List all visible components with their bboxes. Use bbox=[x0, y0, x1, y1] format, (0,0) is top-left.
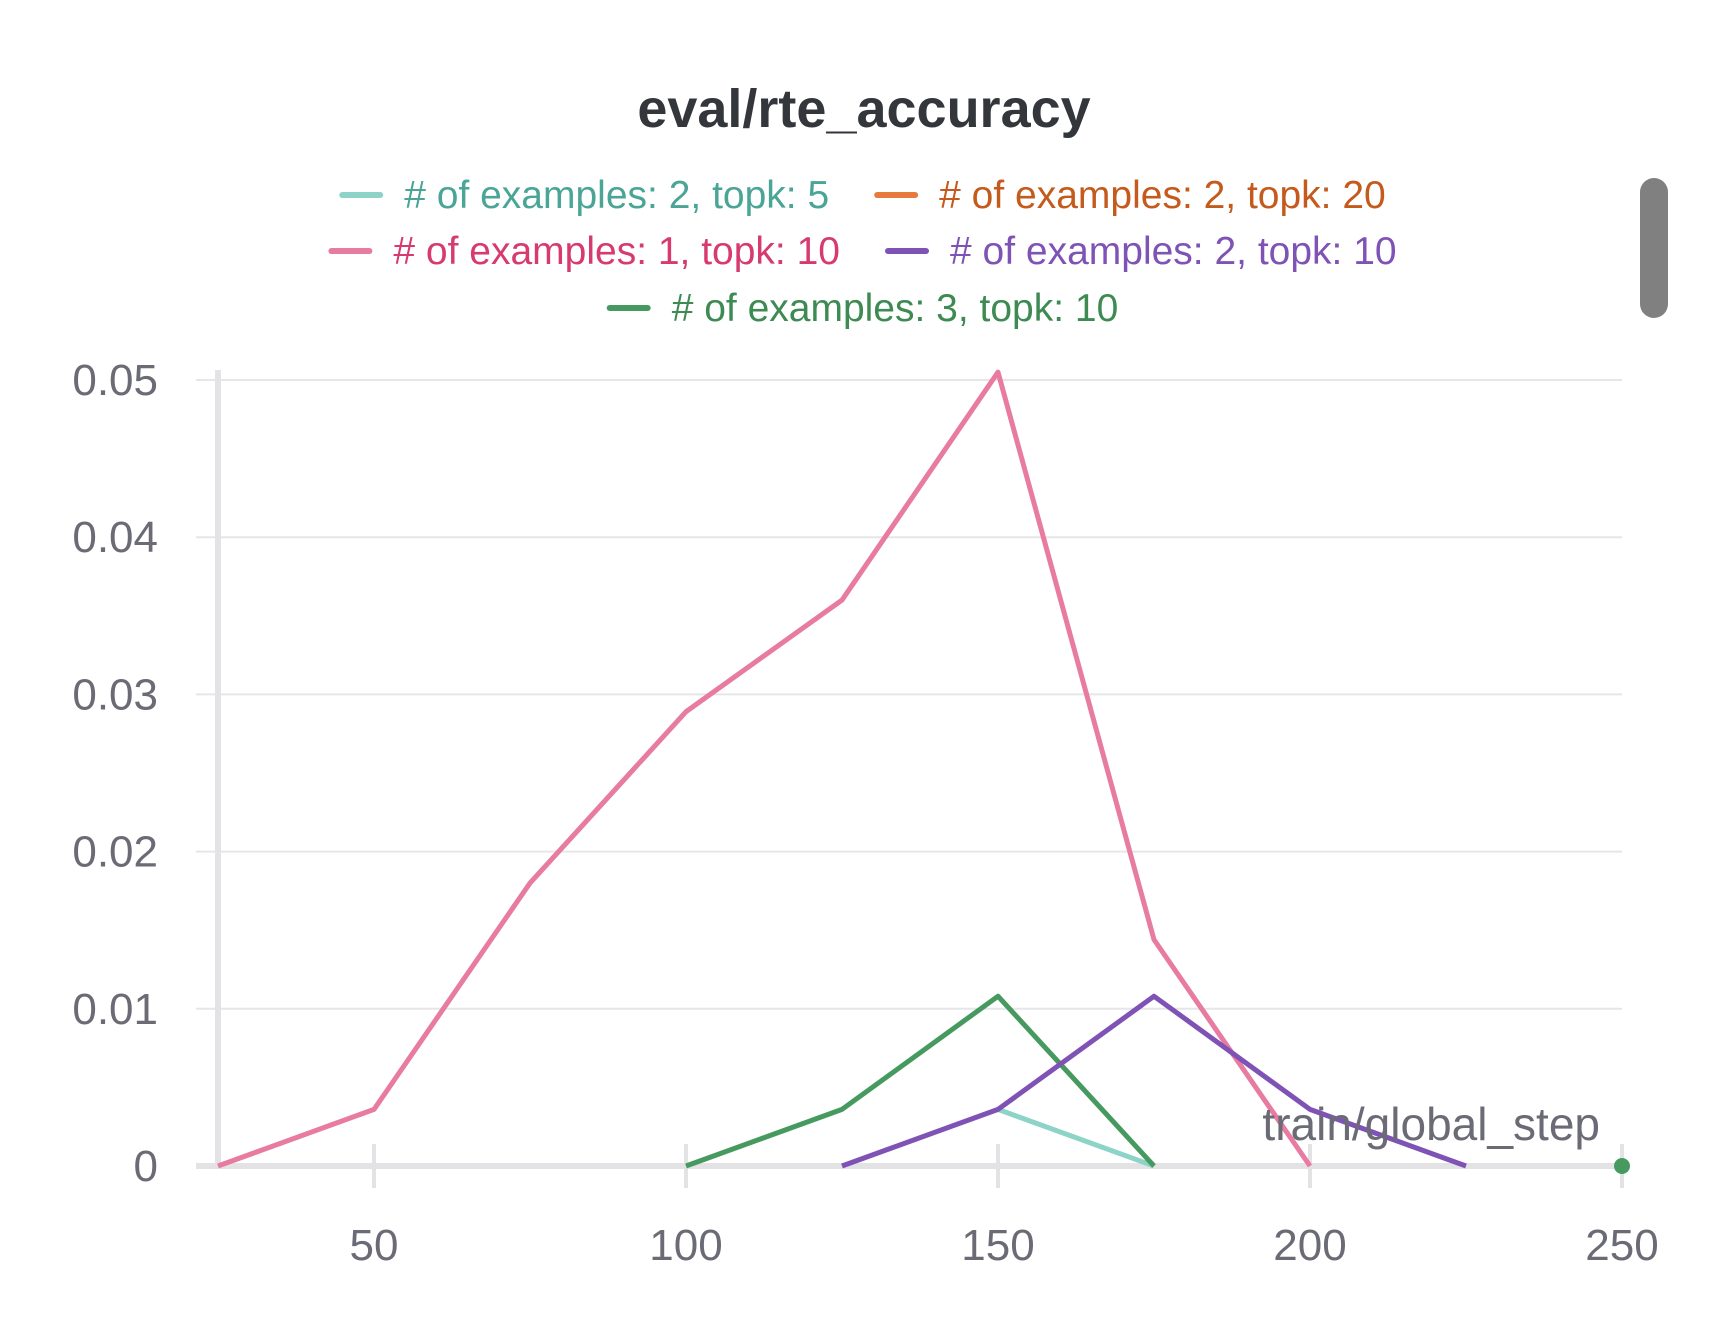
y-tick-label: 0.05 bbox=[72, 356, 158, 405]
x-tick-label: 250 bbox=[1585, 1221, 1658, 1270]
legend-scrollbar[interactable] bbox=[1640, 178, 1668, 318]
chart-title: eval/rte_accuracy bbox=[637, 79, 1091, 139]
y-tick-label: 0.03 bbox=[72, 670, 158, 719]
series-line bbox=[685, 993, 1156, 1169]
series-line bbox=[841, 993, 1467, 1169]
legend-row: # of examples: 3, topk: 10 bbox=[606, 287, 1119, 330]
legend-label: # of examples: 2, topk: 10 bbox=[950, 230, 1397, 273]
x-tick-label: 200 bbox=[1273, 1221, 1346, 1270]
y-tick-label: 0.01 bbox=[72, 985, 158, 1034]
axes: 0 0.01 0.02 0.03 0.04 0.05 50 100 150 200 250 bbox=[72, 356, 1658, 1270]
legend-row: # of examples: 2, topk: 5 # of examples: … bbox=[339, 174, 1386, 217]
legend-row: # of examples: 1, topk: 10 # of examples:… bbox=[328, 230, 1397, 273]
x-tick-label: 50 bbox=[350, 1221, 399, 1270]
x-tick-label: 100 bbox=[649, 1221, 722, 1270]
y-tick-label: 0.02 bbox=[72, 828, 158, 877]
legend-label: # of examples: 3, topk: 10 bbox=[672, 287, 1119, 330]
y-tick-label: 0.04 bbox=[72, 513, 158, 562]
x-axis-label: train/global_step bbox=[1262, 1098, 1600, 1150]
y-tick-label: 0 bbox=[134, 1142, 158, 1191]
series-line bbox=[217, 369, 1313, 1169]
x-tick-label: 150 bbox=[961, 1221, 1034, 1270]
legend-label: # of examples: 2, topk: 20 bbox=[939, 174, 1386, 217]
gridlines bbox=[196, 379, 1622, 1010]
series-lines bbox=[217, 369, 1630, 1174]
legend: # of examples: 2, topk: 5 # of examples: … bbox=[328, 174, 1397, 330]
legend-label: # of examples: 2, topk: 5 bbox=[404, 174, 829, 217]
legend-label: # of examples: 1, topk: 10 bbox=[393, 230, 840, 273]
end-marker-dot bbox=[1614, 1158, 1630, 1174]
series-line bbox=[997, 1107, 1155, 1169]
